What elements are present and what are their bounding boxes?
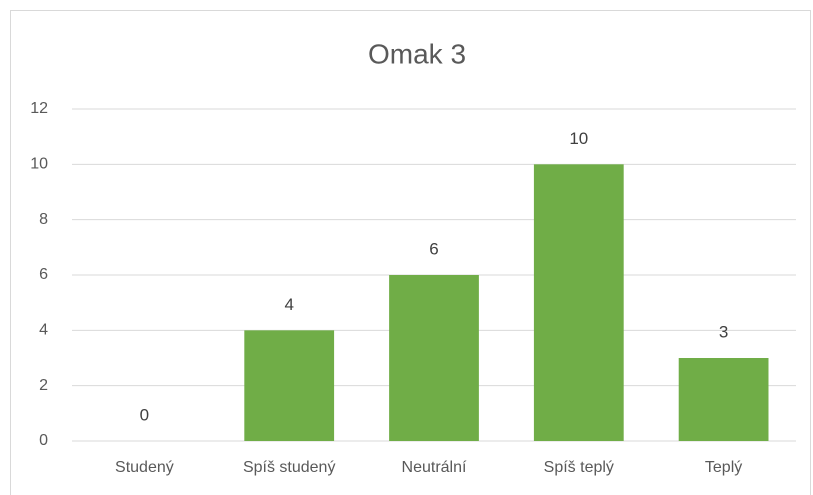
y-tick-label: 0 xyxy=(39,432,48,449)
x-tick-label: Spíš teplý xyxy=(544,459,614,476)
y-tick-label: 12 xyxy=(30,100,48,117)
data-label: 10 xyxy=(569,129,588,148)
data-label: 4 xyxy=(284,295,293,314)
chart-title: Omak 3 xyxy=(368,38,466,69)
x-tick-label: Teplý xyxy=(705,459,742,476)
y-tick-label: 6 xyxy=(39,266,48,283)
y-tick-label: 2 xyxy=(39,377,48,394)
y-tick-label: 8 xyxy=(39,211,48,228)
x-tick-label: Neutrální xyxy=(402,459,467,476)
bar xyxy=(678,358,769,441)
y-tick-label: 10 xyxy=(30,156,48,173)
data-label: 6 xyxy=(429,239,438,258)
x-tick-label: Studený xyxy=(115,459,174,476)
x-tick-label: Spíš studený xyxy=(243,459,336,476)
bar xyxy=(244,330,335,441)
data-label: 0 xyxy=(140,405,149,424)
bar xyxy=(389,275,479,441)
y-tick-label: 4 xyxy=(39,322,48,339)
bar xyxy=(533,164,624,442)
data-label: 3 xyxy=(719,322,728,341)
